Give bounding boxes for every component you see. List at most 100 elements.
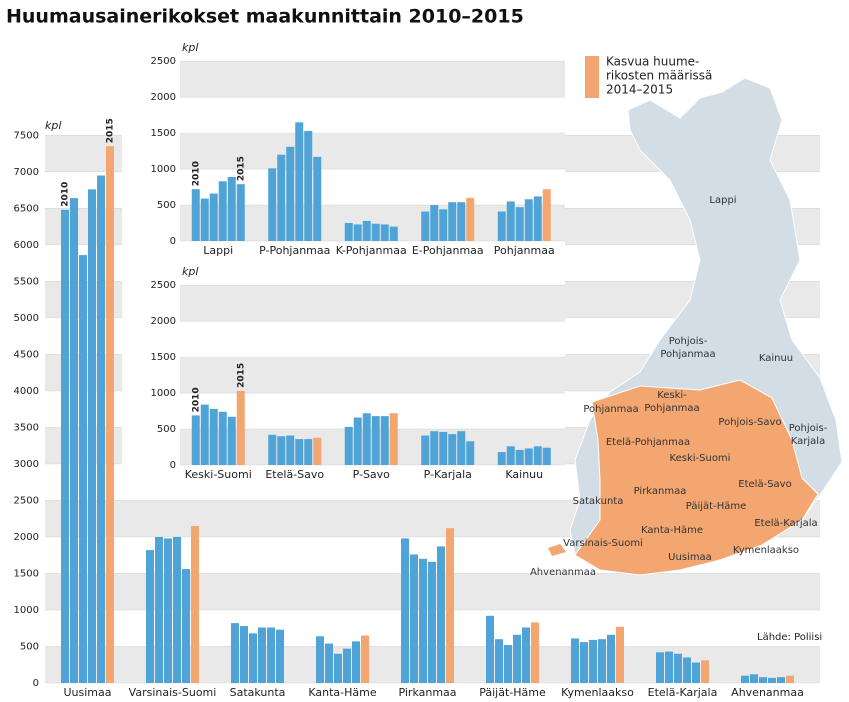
bar — [380, 416, 389, 465]
bar — [428, 561, 436, 683]
map-label: Varsinais-Suomi — [563, 538, 643, 549]
bar — [389, 413, 398, 465]
y-axis-label: kpl — [182, 41, 198, 54]
bar — [371, 416, 380, 465]
y-axis-label: kpl — [182, 265, 198, 278]
bar — [344, 223, 353, 241]
bar — [353, 417, 362, 465]
bar — [277, 436, 286, 465]
map-label: Kymenlaakso — [733, 545, 799, 556]
map-label: Pohjanmaa — [660, 349, 715, 360]
bar — [571, 638, 579, 683]
bar — [362, 413, 371, 465]
bar — [79, 255, 87, 683]
bar — [106, 146, 114, 683]
x-tick-label: Varsinais-Suomi — [129, 686, 217, 699]
bar — [313, 156, 322, 241]
year-label: 2015 — [236, 363, 246, 388]
bar — [286, 435, 295, 465]
bar — [448, 434, 457, 465]
y-tick-label: 5500 — [14, 276, 39, 287]
map-increase-region — [574, 379, 819, 576]
map-label: Etelä-Karjala — [754, 518, 817, 529]
legend-text: rikosten määrissä — [606, 69, 712, 83]
bar — [334, 653, 342, 683]
bar — [268, 434, 277, 465]
bar — [524, 448, 533, 465]
bar — [430, 431, 439, 465]
bar — [439, 209, 448, 241]
map-label: Keski- — [657, 390, 687, 401]
bar — [589, 639, 597, 683]
bar — [522, 627, 530, 683]
bar — [665, 651, 673, 683]
bar — [513, 634, 521, 683]
x-tick-label: E-Pohjanmaa — [412, 244, 484, 257]
grid-band — [180, 61, 565, 98]
map-label: Pohjois- — [669, 336, 708, 347]
map-label: Päijät-Häme — [686, 501, 746, 512]
bar — [466, 197, 475, 241]
x-tick-label: P-Savo — [353, 468, 391, 481]
y-tick-label: 0 — [33, 678, 39, 689]
y-tick-label: 2500 — [14, 495, 39, 506]
bar — [276, 629, 284, 683]
y-tick-label: 1500 — [151, 128, 176, 139]
x-tick-label: Päijät-Häme — [479, 686, 546, 699]
bar — [786, 675, 794, 683]
bar — [533, 196, 542, 241]
map-label: Etelä-Pohjanmaa — [606, 437, 690, 448]
bar — [759, 677, 767, 683]
bar — [227, 416, 236, 465]
year-label: 2015 — [106, 118, 116, 143]
bar — [768, 677, 776, 683]
bar — [258, 627, 266, 683]
y-tick-label: 6000 — [14, 240, 39, 251]
bar — [344, 426, 353, 465]
bar — [316, 636, 324, 683]
y-tick-label: 4500 — [14, 349, 39, 360]
bar — [343, 648, 351, 683]
map-label: Ahvenanmaa — [530, 567, 596, 578]
bar — [313, 437, 322, 465]
bar — [401, 538, 409, 683]
map-label: Lappi — [709, 195, 736, 206]
x-tick-label: P-Karjala — [424, 468, 472, 481]
bar — [598, 639, 606, 683]
y-tick-label: 3000 — [14, 459, 39, 470]
map-label: Pohjanmaa — [644, 403, 699, 414]
title: Huumausainerikokset maakunnittain 2010–2… — [6, 6, 524, 28]
bar — [295, 122, 304, 241]
bar — [421, 211, 430, 241]
y-tick-label: 4000 — [14, 386, 39, 397]
grid-band — [180, 285, 565, 322]
y-tick-label: 7500 — [14, 130, 39, 141]
bar — [380, 224, 389, 241]
bar — [607, 634, 615, 683]
bar — [164, 538, 172, 683]
x-tick-label: Ahvenanmaa — [731, 686, 804, 699]
bar — [200, 198, 209, 241]
bar — [191, 415, 200, 465]
bar — [419, 558, 427, 683]
bar — [486, 615, 494, 683]
bar — [361, 635, 369, 683]
x-tick-label: K-Pohjanmaa — [336, 244, 407, 257]
y-tick-label: 3500 — [14, 422, 39, 433]
x-tick-label: Uusimaa — [63, 686, 111, 699]
bar — [741, 675, 749, 683]
legend-text: Kasvua huume- — [606, 55, 699, 69]
bar — [227, 176, 236, 241]
bar — [437, 546, 445, 683]
y-tick-label: 500 — [157, 424, 176, 435]
bar — [209, 193, 218, 241]
bar — [457, 431, 466, 465]
bar — [295, 439, 304, 465]
bar — [353, 224, 362, 241]
bar — [683, 657, 691, 683]
bar — [304, 130, 313, 241]
map-label: Keski-Suomi — [670, 453, 731, 464]
grid-band — [180, 133, 565, 170]
year-label: 2015 — [236, 156, 246, 181]
bar — [515, 207, 524, 241]
